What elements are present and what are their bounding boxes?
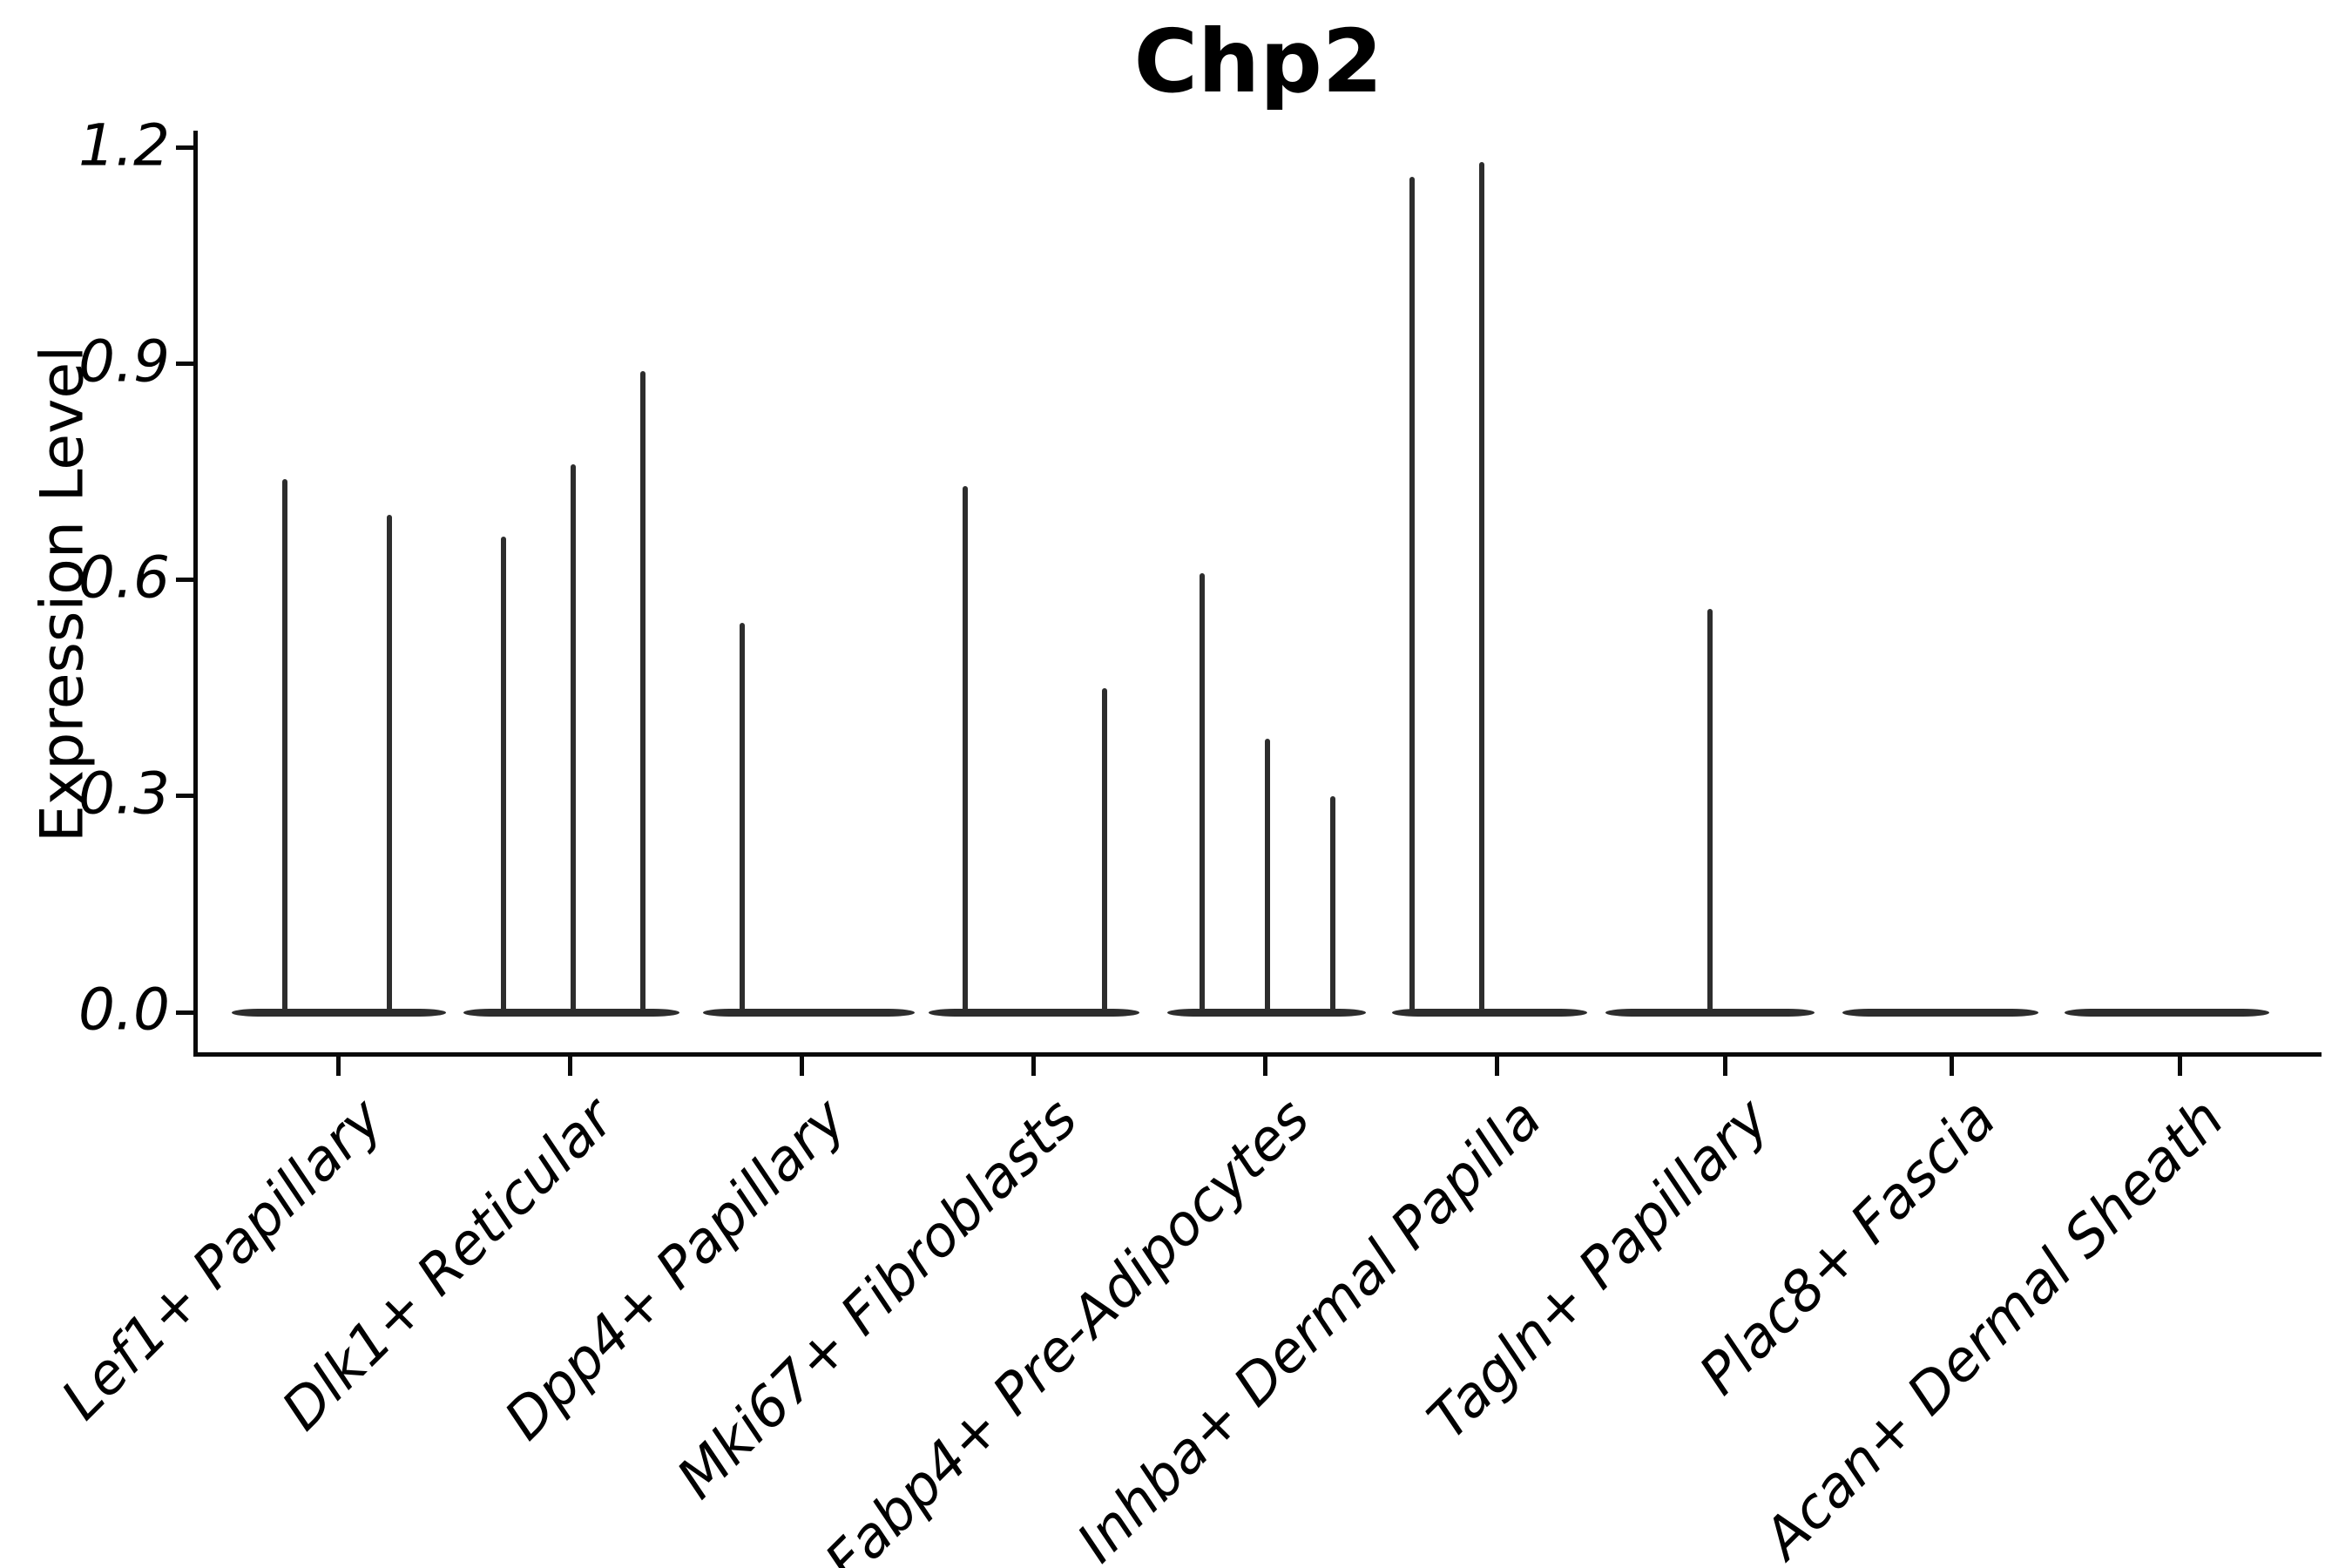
x-tick: [1494, 1057, 1499, 1076]
x-tick-label: Mki67+ Fibroblasts: [666, 1086, 1091, 1511]
violin-body: [2065, 1008, 2269, 1017]
violin-body: [1167, 1008, 1366, 1017]
violin-spike: [1479, 162, 1484, 1012]
y-tick-label: 0.9: [78, 328, 170, 395]
y-tick-label: 0.0: [78, 976, 170, 1044]
y-tick-label: 0.3: [78, 760, 170, 828]
chart-title: Chp2: [1133, 10, 1383, 112]
violin-spike: [640, 370, 645, 1012]
x-tick: [2177, 1057, 2182, 1076]
violin-spike: [1265, 738, 1270, 1012]
x-axis-spine: [193, 1052, 2322, 1057]
violin-body: [1605, 1008, 1815, 1017]
violin-spike: [282, 479, 287, 1012]
y-tick-label: 0.6: [78, 544, 170, 612]
violin-spike: [1200, 572, 1205, 1012]
x-tick-label: Inhba+ Dermal Papilla: [1064, 1086, 1554, 1568]
violin-spike: [387, 515, 392, 1012]
violin-spike: [740, 623, 745, 1012]
y-axis-spine: [193, 131, 198, 1057]
violin-body: [1842, 1008, 2038, 1017]
violin-spike: [1102, 687, 1107, 1012]
y-tick: [176, 794, 193, 799]
x-tick: [1722, 1057, 1727, 1076]
y-tick: [176, 578, 193, 583]
violin-spike: [1409, 176, 1415, 1012]
violin-spike: [1330, 795, 1335, 1012]
y-tick: [176, 1010, 193, 1015]
x-tick: [1949, 1057, 1954, 1076]
violin-body: [1392, 1008, 1587, 1017]
y-tick-label: 1.2: [78, 111, 170, 179]
x-tick-label: Acan+ Dermal Sheath: [1752, 1086, 2237, 1568]
violin-spike: [571, 464, 576, 1012]
x-tick: [335, 1057, 341, 1076]
violin-body: [463, 1008, 679, 1017]
violin-spike: [501, 537, 506, 1012]
violin-body: [232, 1008, 446, 1017]
y-tick: [176, 362, 193, 367]
violin-body: [929, 1008, 1139, 1017]
y-tick: [176, 145, 193, 151]
x-tick: [1031, 1057, 1036, 1076]
x-tick: [799, 1057, 804, 1076]
x-tick: [567, 1057, 572, 1076]
violin-body: [703, 1008, 915, 1017]
violin-spike: [963, 486, 968, 1012]
x-tick: [1262, 1057, 1267, 1076]
violin-spike: [1707, 608, 1713, 1012]
